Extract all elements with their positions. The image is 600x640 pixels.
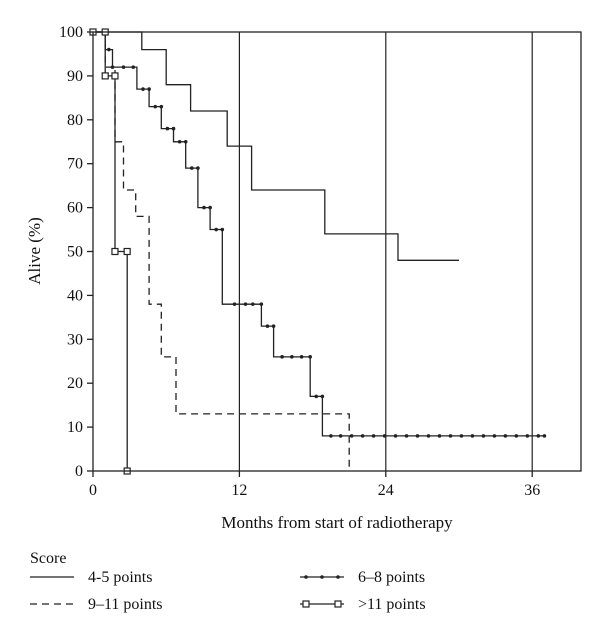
legend-label-11-points: >11 points — [358, 596, 426, 613]
y-tick-label: 90 — [67, 68, 83, 85]
marker-dot — [265, 324, 270, 328]
grid-layer — [238, 32, 533, 471]
marker-dot — [525, 434, 530, 438]
x-tick-label: 36 — [524, 482, 540, 499]
axes-layer — [92, 31, 582, 472]
marker-dot — [208, 205, 212, 210]
marker-dot — [371, 434, 376, 438]
marker-dot — [299, 355, 304, 359]
plot-frame — [92, 31, 582, 472]
y-tick-label: 20 — [67, 375, 83, 392]
series-line-11-points — [93, 31, 128, 471]
marker-dot — [251, 302, 255, 306]
marker-dot — [131, 65, 136, 69]
marker-dot — [196, 166, 200, 170]
series-line-4-5-points — [93, 31, 459, 261]
legend-marker-dot — [320, 575, 324, 579]
marker-dot — [290, 355, 294, 359]
marker-dot — [426, 434, 431, 438]
marker-dot — [121, 65, 126, 69]
marker-dot — [159, 104, 164, 109]
marker-dot — [308, 355, 312, 359]
marker-dot — [153, 104, 158, 109]
x-axis-title: Months from start of radiotherapy — [221, 513, 453, 532]
marker-dot — [232, 302, 237, 306]
x-tick-label: 24 — [378, 482, 394, 499]
marker-dot — [437, 434, 442, 438]
legend: Score 4-5 points 9–11 points 6–8 points >11… — [30, 550, 426, 613]
marker-dot — [171, 126, 176, 131]
y-tick-label: 0 — [75, 463, 83, 480]
marker-dot — [360, 434, 365, 438]
marker-dot — [202, 205, 206, 210]
marker-dot — [503, 434, 508, 438]
marker-dot — [147, 87, 151, 91]
series-line-6-8-points — [93, 31, 545, 437]
y-tick-label: 30 — [67, 331, 83, 348]
y-tick-label: 10 — [67, 419, 83, 436]
marker-dot — [214, 227, 219, 232]
legend-marker-square — [334, 600, 342, 608]
marker-dot — [393, 434, 398, 438]
legend-marker-dot — [336, 575, 340, 579]
marker-dot — [107, 47, 111, 52]
y-tick-label: 100 — [59, 24, 83, 41]
marker-dot — [259, 302, 264, 306]
ticks-layer: 0 10 20 30 40 50 60 70 80 90 100 0 12 24 36 — [59, 24, 540, 499]
series-layer — [89, 28, 547, 475]
marker-dot — [382, 434, 387, 438]
marker-square — [111, 247, 119, 256]
y-tick-label: 50 — [67, 244, 83, 261]
marker-dot — [514, 434, 519, 438]
marker-dot — [492, 434, 497, 438]
marker-dot — [110, 65, 115, 69]
legend-label-6-8-points: 6–8 points — [358, 569, 425, 586]
marker-dot — [349, 434, 354, 438]
marker-dot — [448, 434, 453, 438]
marker-dot — [271, 324, 276, 328]
legend-marker-square — [302, 600, 310, 608]
series-line-9-11-points — [93, 31, 350, 471]
legend-label-9-11-points: 9–11 points — [88, 596, 163, 613]
marker-dot — [220, 227, 225, 232]
marker-dot — [141, 87, 145, 91]
marker-dot — [542, 434, 547, 438]
marker-dot — [190, 166, 194, 170]
marker-dot — [177, 139, 182, 144]
x-tick-label: 0 — [89, 482, 97, 499]
marker-square — [111, 72, 119, 80]
marker-dot — [320, 394, 325, 399]
marker-dot — [415, 434, 420, 438]
marker-dot — [536, 434, 541, 438]
marker-dot — [329, 434, 333, 438]
marker-dot — [243, 302, 248, 306]
y-tick-label: 40 — [67, 287, 83, 304]
x-tick-label: 12 — [231, 482, 247, 499]
marker-dot — [280, 355, 284, 359]
marker-dot — [183, 139, 188, 144]
legend-label-4-5-points: 4-5 points — [88, 569, 152, 586]
y-tick-label: 80 — [67, 112, 83, 129]
y-axis-title: Alive (%) — [25, 217, 44, 285]
y-tick-label: 60 — [67, 200, 83, 217]
marker-square — [101, 72, 109, 80]
legend-marker-dot — [304, 575, 308, 579]
marker-dot — [165, 126, 170, 131]
marker-dot — [470, 434, 475, 438]
marker-dot — [459, 434, 464, 438]
marker-dot — [481, 434, 486, 438]
marker-square — [123, 247, 131, 256]
legend-title: Score — [30, 550, 66, 567]
marker-dot — [338, 434, 343, 438]
marker-dot — [404, 434, 409, 438]
y-tick-label: 70 — [67, 156, 83, 173]
marker-dot — [314, 394, 319, 399]
